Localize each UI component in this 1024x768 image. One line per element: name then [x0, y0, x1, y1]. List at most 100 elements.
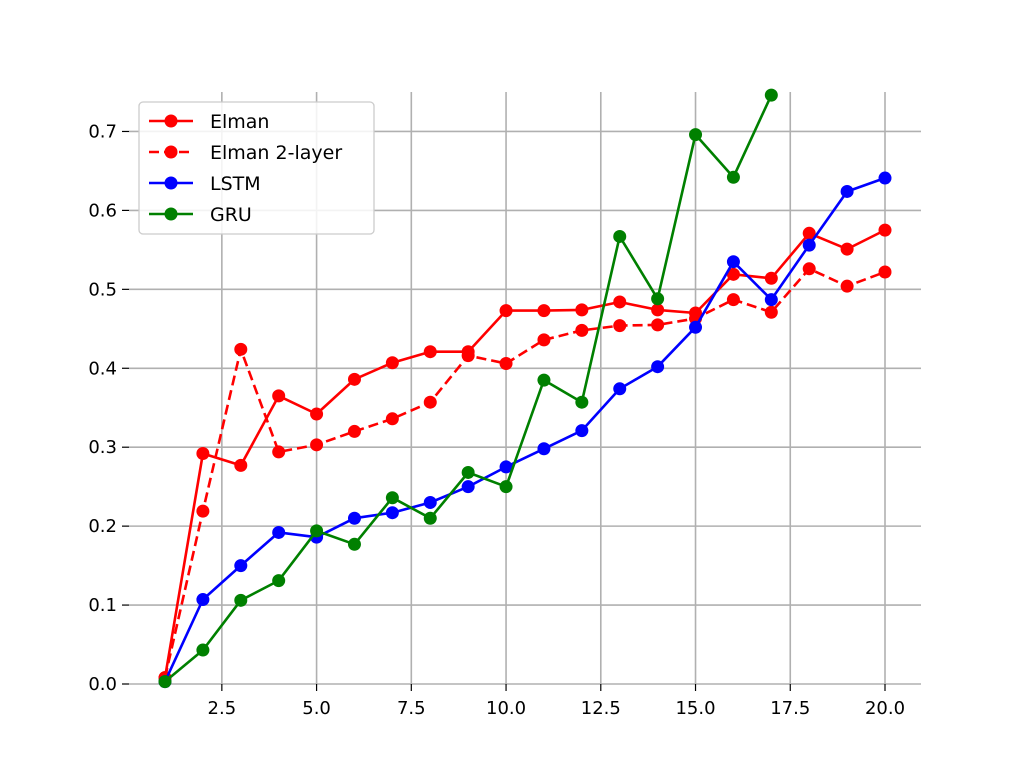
data-point [878, 223, 892, 237]
data-point [878, 265, 892, 279]
data-point [196, 504, 210, 518]
data-point [272, 574, 286, 588]
data-point [613, 295, 627, 309]
x-tick-label: 15.0 [675, 698, 715, 719]
data-point [234, 458, 248, 472]
y-tick-label: 0.3 [88, 437, 117, 458]
data-point [234, 593, 248, 607]
data-point [537, 442, 551, 456]
data-point [347, 511, 361, 525]
data-point [461, 465, 475, 479]
data-point [575, 395, 589, 409]
data-point [689, 128, 703, 142]
data-point [726, 267, 740, 281]
legend-label: Elman [210, 111, 269, 133]
data-point [764, 293, 778, 307]
data-point [272, 389, 286, 403]
data-point [651, 303, 665, 317]
data-point [310, 524, 324, 538]
data-point [423, 511, 437, 525]
x-tick-label: 12.5 [581, 698, 621, 719]
legend-box [138, 101, 375, 235]
data-point [613, 319, 627, 333]
y-tick-label: 0.1 [88, 595, 117, 616]
y-tick-label: 0.5 [88, 279, 117, 300]
data-point [499, 304, 513, 318]
legend-entry: Elman 2-layer [149, 142, 342, 164]
data-point [726, 170, 740, 184]
data-point [726, 293, 740, 307]
y-tick-label: 0.6 [88, 200, 117, 221]
data-point [537, 333, 551, 347]
data-point [613, 229, 627, 243]
data-point [196, 643, 210, 657]
data-point [651, 360, 665, 374]
x-tick-label: 20.0 [865, 698, 905, 719]
data-point [726, 255, 740, 269]
data-point [802, 238, 816, 252]
data-point [878, 171, 892, 185]
data-point [499, 480, 513, 494]
data-point [423, 345, 437, 359]
data-point [385, 506, 399, 520]
legend-entry: LSTM [149, 173, 261, 195]
data-point [840, 184, 854, 198]
data-point [575, 303, 589, 317]
x-tick-label: 7.5 [397, 698, 426, 719]
x-tick-label: 10.0 [486, 698, 526, 719]
y-tick-label: 0.2 [88, 516, 117, 537]
data-point [310, 407, 324, 421]
legend-entry: GRU [149, 204, 252, 226]
legend: Elman Elman 2-layer LSTM GRU [138, 101, 375, 235]
data-point [499, 357, 513, 371]
data-point [651, 318, 665, 332]
data-point [385, 356, 399, 370]
legend-marker [164, 176, 178, 190]
data-point [575, 323, 589, 337]
legend-marker [164, 145, 178, 159]
data-point [347, 372, 361, 386]
x-tick-label: 2.5 [208, 698, 237, 719]
legend-label: GRU [210, 204, 252, 226]
data-point [840, 242, 854, 256]
data-point [461, 480, 475, 494]
series-elman-2-layer [158, 262, 892, 685]
grid [129, 92, 921, 685]
y-tick-label: 0.4 [88, 358, 117, 379]
data-point [385, 412, 399, 426]
data-point [764, 88, 778, 102]
data-point [689, 320, 703, 334]
legend-marker [164, 114, 178, 128]
data-point [461, 349, 475, 363]
data-point [840, 279, 854, 293]
x-tick-label: 5.0 [302, 698, 331, 719]
legend-entry: Elman [149, 111, 269, 133]
data-point [423, 395, 437, 409]
series-line [163, 267, 886, 678]
data-point [196, 593, 210, 607]
data-point [499, 460, 513, 474]
data-point [347, 424, 361, 438]
series-elman [158, 223, 892, 685]
data-point [234, 342, 248, 356]
series-gru [158, 88, 778, 689]
data-point [272, 445, 286, 459]
x-tick-label: 17.5 [770, 698, 810, 719]
series-lstm [158, 171, 892, 689]
y-tick-label: 0.7 [88, 121, 117, 142]
data-point [423, 495, 437, 509]
data-point [764, 271, 778, 285]
data-point [651, 292, 665, 306]
data-point [537, 373, 551, 387]
legend-label: Elman 2-layer [210, 142, 342, 164]
data-point [158, 675, 172, 689]
data-point [234, 559, 248, 573]
data-point [310, 438, 324, 452]
data-point [385, 491, 399, 505]
data-point [613, 382, 627, 396]
data-point [537, 304, 551, 318]
y-tick-label: 0.0 [88, 674, 117, 695]
data-point [802, 226, 816, 240]
legend-label: LSTM [210, 173, 261, 195]
